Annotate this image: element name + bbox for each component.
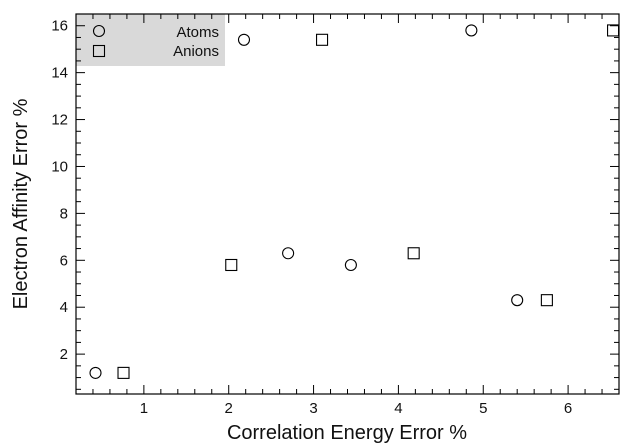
x-tick-label: 4 xyxy=(394,400,402,417)
anions-point xyxy=(407,247,420,260)
y-tick-label: 14 xyxy=(51,65,68,82)
plot-frame xyxy=(75,13,620,395)
y-axis-title: Electron Affinity Error % xyxy=(10,98,32,309)
legend: Atoms Anions xyxy=(76,14,225,66)
legend-atoms-label: Atoms xyxy=(176,24,219,41)
x-axis-title: Correlation Energy Error % xyxy=(227,422,467,444)
y-tick-label: 8 xyxy=(60,205,68,222)
y-tick-label: 16 xyxy=(51,18,68,35)
y-tick-label: 6 xyxy=(60,252,68,269)
y-tick-label: 2 xyxy=(60,346,68,363)
legend-anions-marker xyxy=(92,44,106,58)
anions-point xyxy=(607,24,620,37)
legend-box xyxy=(76,14,225,66)
x-tick-label: 3 xyxy=(309,400,317,417)
atoms-point xyxy=(237,33,251,46)
y-tick-label: 12 xyxy=(51,112,68,129)
x-tick-label: 6 xyxy=(564,400,572,417)
atoms-point xyxy=(282,247,295,260)
y-tick-label: 4 xyxy=(60,299,68,316)
atoms-point xyxy=(89,366,102,379)
x-tick-label: 5 xyxy=(479,400,487,417)
anions-point xyxy=(315,33,329,46)
anions-point xyxy=(117,366,130,379)
atoms-point xyxy=(344,258,357,272)
anions-point xyxy=(225,258,238,272)
anions-point xyxy=(540,294,553,307)
legend-atoms-marker xyxy=(92,24,106,38)
atoms-point xyxy=(511,294,524,307)
atoms-point xyxy=(465,24,478,37)
legend-anions-label: Anions xyxy=(173,43,219,60)
x-tick-label: 2 xyxy=(225,400,233,417)
x-tick-label: 1 xyxy=(140,400,148,417)
y-tick-label: 10 xyxy=(51,158,68,175)
